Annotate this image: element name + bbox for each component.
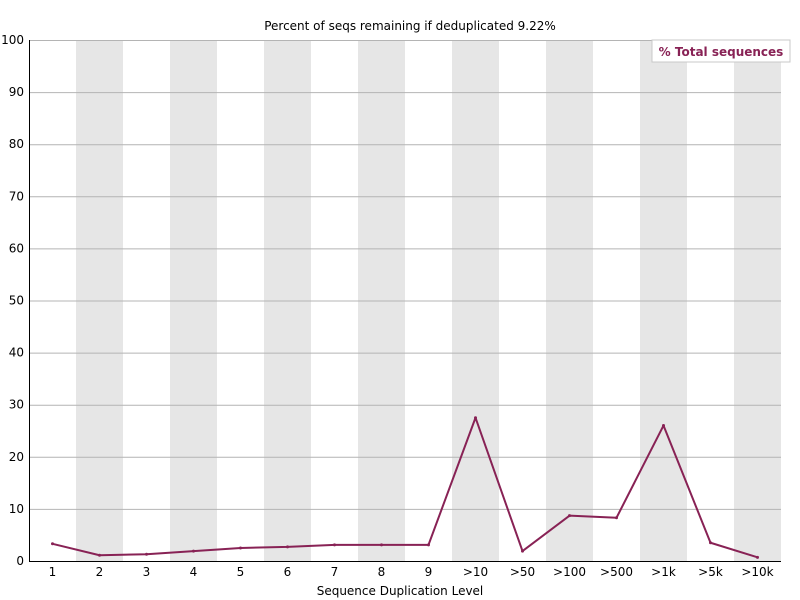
y-tick-label: 100 — [1, 33, 24, 47]
y-tick-label: 50 — [9, 294, 24, 308]
y-tick-label: 10 — [9, 502, 24, 516]
y-tick-labels: 0 10 20 30 40 50 60 70 80 90 100 — [1, 33, 24, 568]
x-tick-label: >10 — [463, 565, 488, 579]
data-point — [662, 424, 665, 428]
x-tick-label: >500 — [600, 565, 633, 579]
data-point — [286, 545, 289, 549]
x-tick-label: 2 — [96, 565, 104, 579]
x-tick-label: 7 — [331, 565, 339, 579]
legend: % Total sequences — [651, 39, 791, 63]
series-lines — [51, 416, 759, 559]
x-tick-label: 1 — [49, 565, 57, 579]
series-line-total-sequences — [52, 416, 758, 559]
data-point — [98, 553, 101, 557]
x-tick-label: >50 — [510, 565, 535, 579]
x-tick-label: 5 — [237, 565, 245, 579]
y-tick-label: 90 — [9, 85, 24, 99]
y-tick-label: 40 — [9, 346, 24, 360]
data-point — [145, 552, 148, 556]
data-point — [333, 543, 336, 547]
y-tick-label: 80 — [9, 137, 24, 151]
data-point — [521, 549, 524, 553]
x-tick-label: >100 — [553, 565, 586, 579]
x-tick-label: >10k — [741, 565, 773, 579]
y-tick-label: 70 — [9, 189, 24, 203]
x-tick-label: 8 — [378, 565, 386, 579]
legend-box — [651, 39, 791, 63]
y-tick-label: 60 — [9, 241, 24, 255]
data-point — [427, 543, 430, 547]
data-point — [192, 549, 195, 553]
y-tick-label: 20 — [9, 450, 24, 464]
axes — [29, 40, 781, 562]
data-point — [756, 555, 759, 559]
x-tick-label: >1k — [651, 565, 676, 579]
legend-entry-total-sequences: % Total sequences — [659, 45, 784, 59]
data-point — [568, 514, 571, 518]
x-tick-label: 9 — [425, 565, 433, 579]
x-tick-label: 6 — [284, 565, 292, 579]
data-point — [51, 542, 54, 546]
chart-title: Percent of seqs remaining if deduplicate… — [264, 19, 556, 33]
y-tick-label: 30 — [9, 398, 24, 412]
data-point — [709, 541, 712, 545]
x-tick-label: >5k — [698, 565, 723, 579]
x-tick-label: 4 — [190, 565, 198, 579]
x-tick-label: 3 — [143, 565, 151, 579]
x-tick-labels: 1 2 3 4 5 6 7 8 9 >10 >50 >100 >500 >1k >5k >10k — [49, 565, 774, 579]
data-point — [474, 416, 477, 420]
horizontal-gridlines — [29, 40, 781, 510]
x-axis-title: Sequence Duplication Level — [317, 584, 484, 598]
data-point — [615, 516, 618, 520]
y-tick-label: 0 — [16, 554, 24, 568]
data-point — [380, 543, 383, 547]
data-point — [239, 546, 242, 550]
